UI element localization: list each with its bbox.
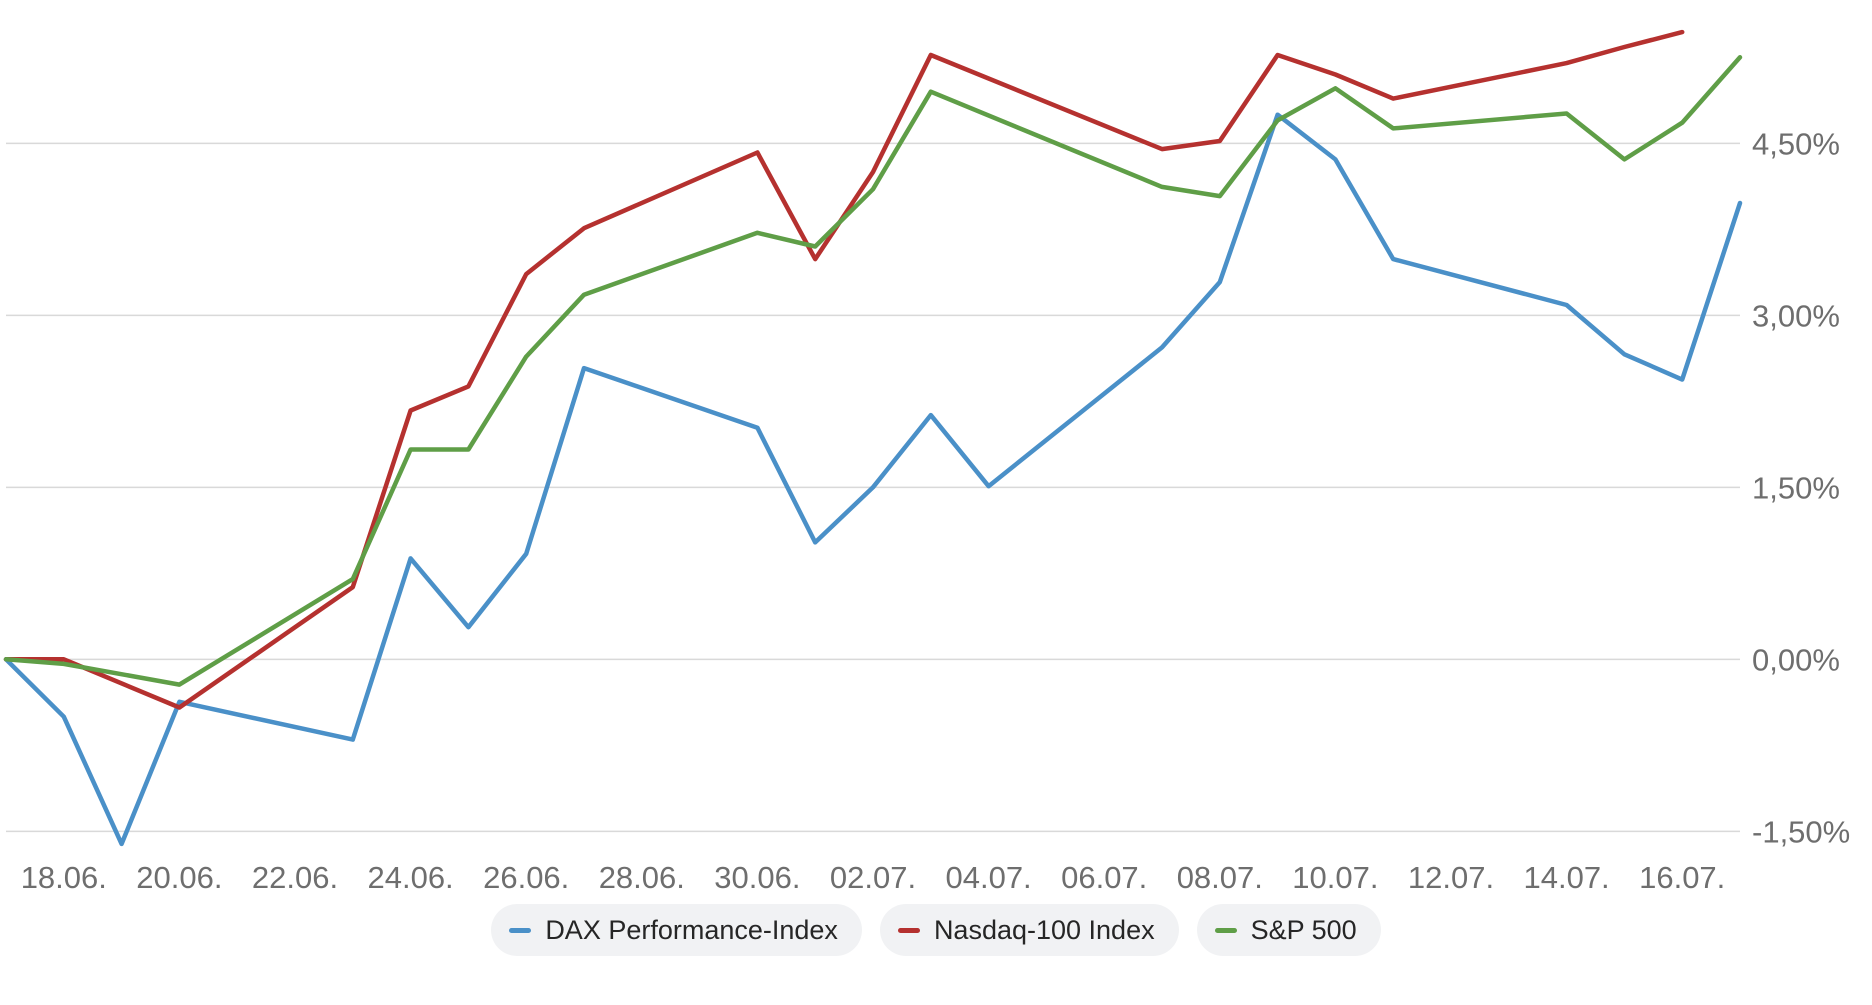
x-tick-label: 18.06.	[21, 860, 107, 895]
legend-swatch	[509, 927, 532, 933]
x-tick-label: 04.07.	[945, 860, 1031, 895]
legend-swatch	[897, 927, 920, 933]
y-axis: -1,50% 0,00% 1,50% 3,00% 4,50%	[1752, 126, 1850, 849]
x-tick-label: 10.07.	[1292, 860, 1378, 895]
legend-label: Nasdaq-100 Index	[933, 914, 1155, 945]
legend-label: S&P 500	[1250, 914, 1357, 945]
legend-swatch	[1214, 927, 1237, 933]
x-tick-label: 08.07.	[1177, 860, 1263, 895]
x-tick-label: 30.06.	[714, 860, 800, 895]
legend-item-2[interactable]: Nasdaq-100 Index	[879, 904, 1179, 956]
y-tick-label: 0,00%	[1752, 642, 1840, 677]
x-tick-label: 12.07.	[1408, 860, 1494, 895]
x-tick-label: 20.06.	[136, 860, 222, 895]
legend-item-3[interactable]: S&P 500	[1196, 904, 1381, 956]
series-line-2	[3, 29, 1685, 710]
legend: DAX Performance-Index Nasdaq-100 Index S&P…	[0, 904, 1872, 960]
x-axis: 18.06. 20.06. 22.06. 24.06. 26.06. 28.06. 30.0…	[21, 860, 1726, 895]
series-lines	[3, 29, 1743, 847]
x-tick-label: 16.07.	[1639, 860, 1725, 895]
y-tick-label: -1,50%	[1752, 814, 1850, 849]
y-tick-label: 3,00%	[1752, 298, 1840, 333]
y-tick-label: 4,50%	[1752, 126, 1840, 161]
series-line-3	[3, 55, 1743, 687]
legend-label: DAX Performance-Index	[545, 914, 838, 945]
x-tick-label: 02.07.	[830, 860, 916, 895]
x-tick-label: 14.07.	[1523, 860, 1609, 895]
x-tick-label: 24.06.	[367, 860, 453, 895]
x-tick-label: 22.06.	[252, 860, 338, 895]
x-tick-label: 06.07.	[1061, 860, 1147, 895]
series-line-1	[3, 112, 1743, 847]
x-tick-label: 26.06.	[483, 860, 569, 895]
x-tick-label: 28.06.	[599, 860, 685, 895]
y-tick-label: 1,50%	[1752, 470, 1840, 505]
legend-item-1[interactable]: DAX Performance-Index	[491, 904, 862, 956]
